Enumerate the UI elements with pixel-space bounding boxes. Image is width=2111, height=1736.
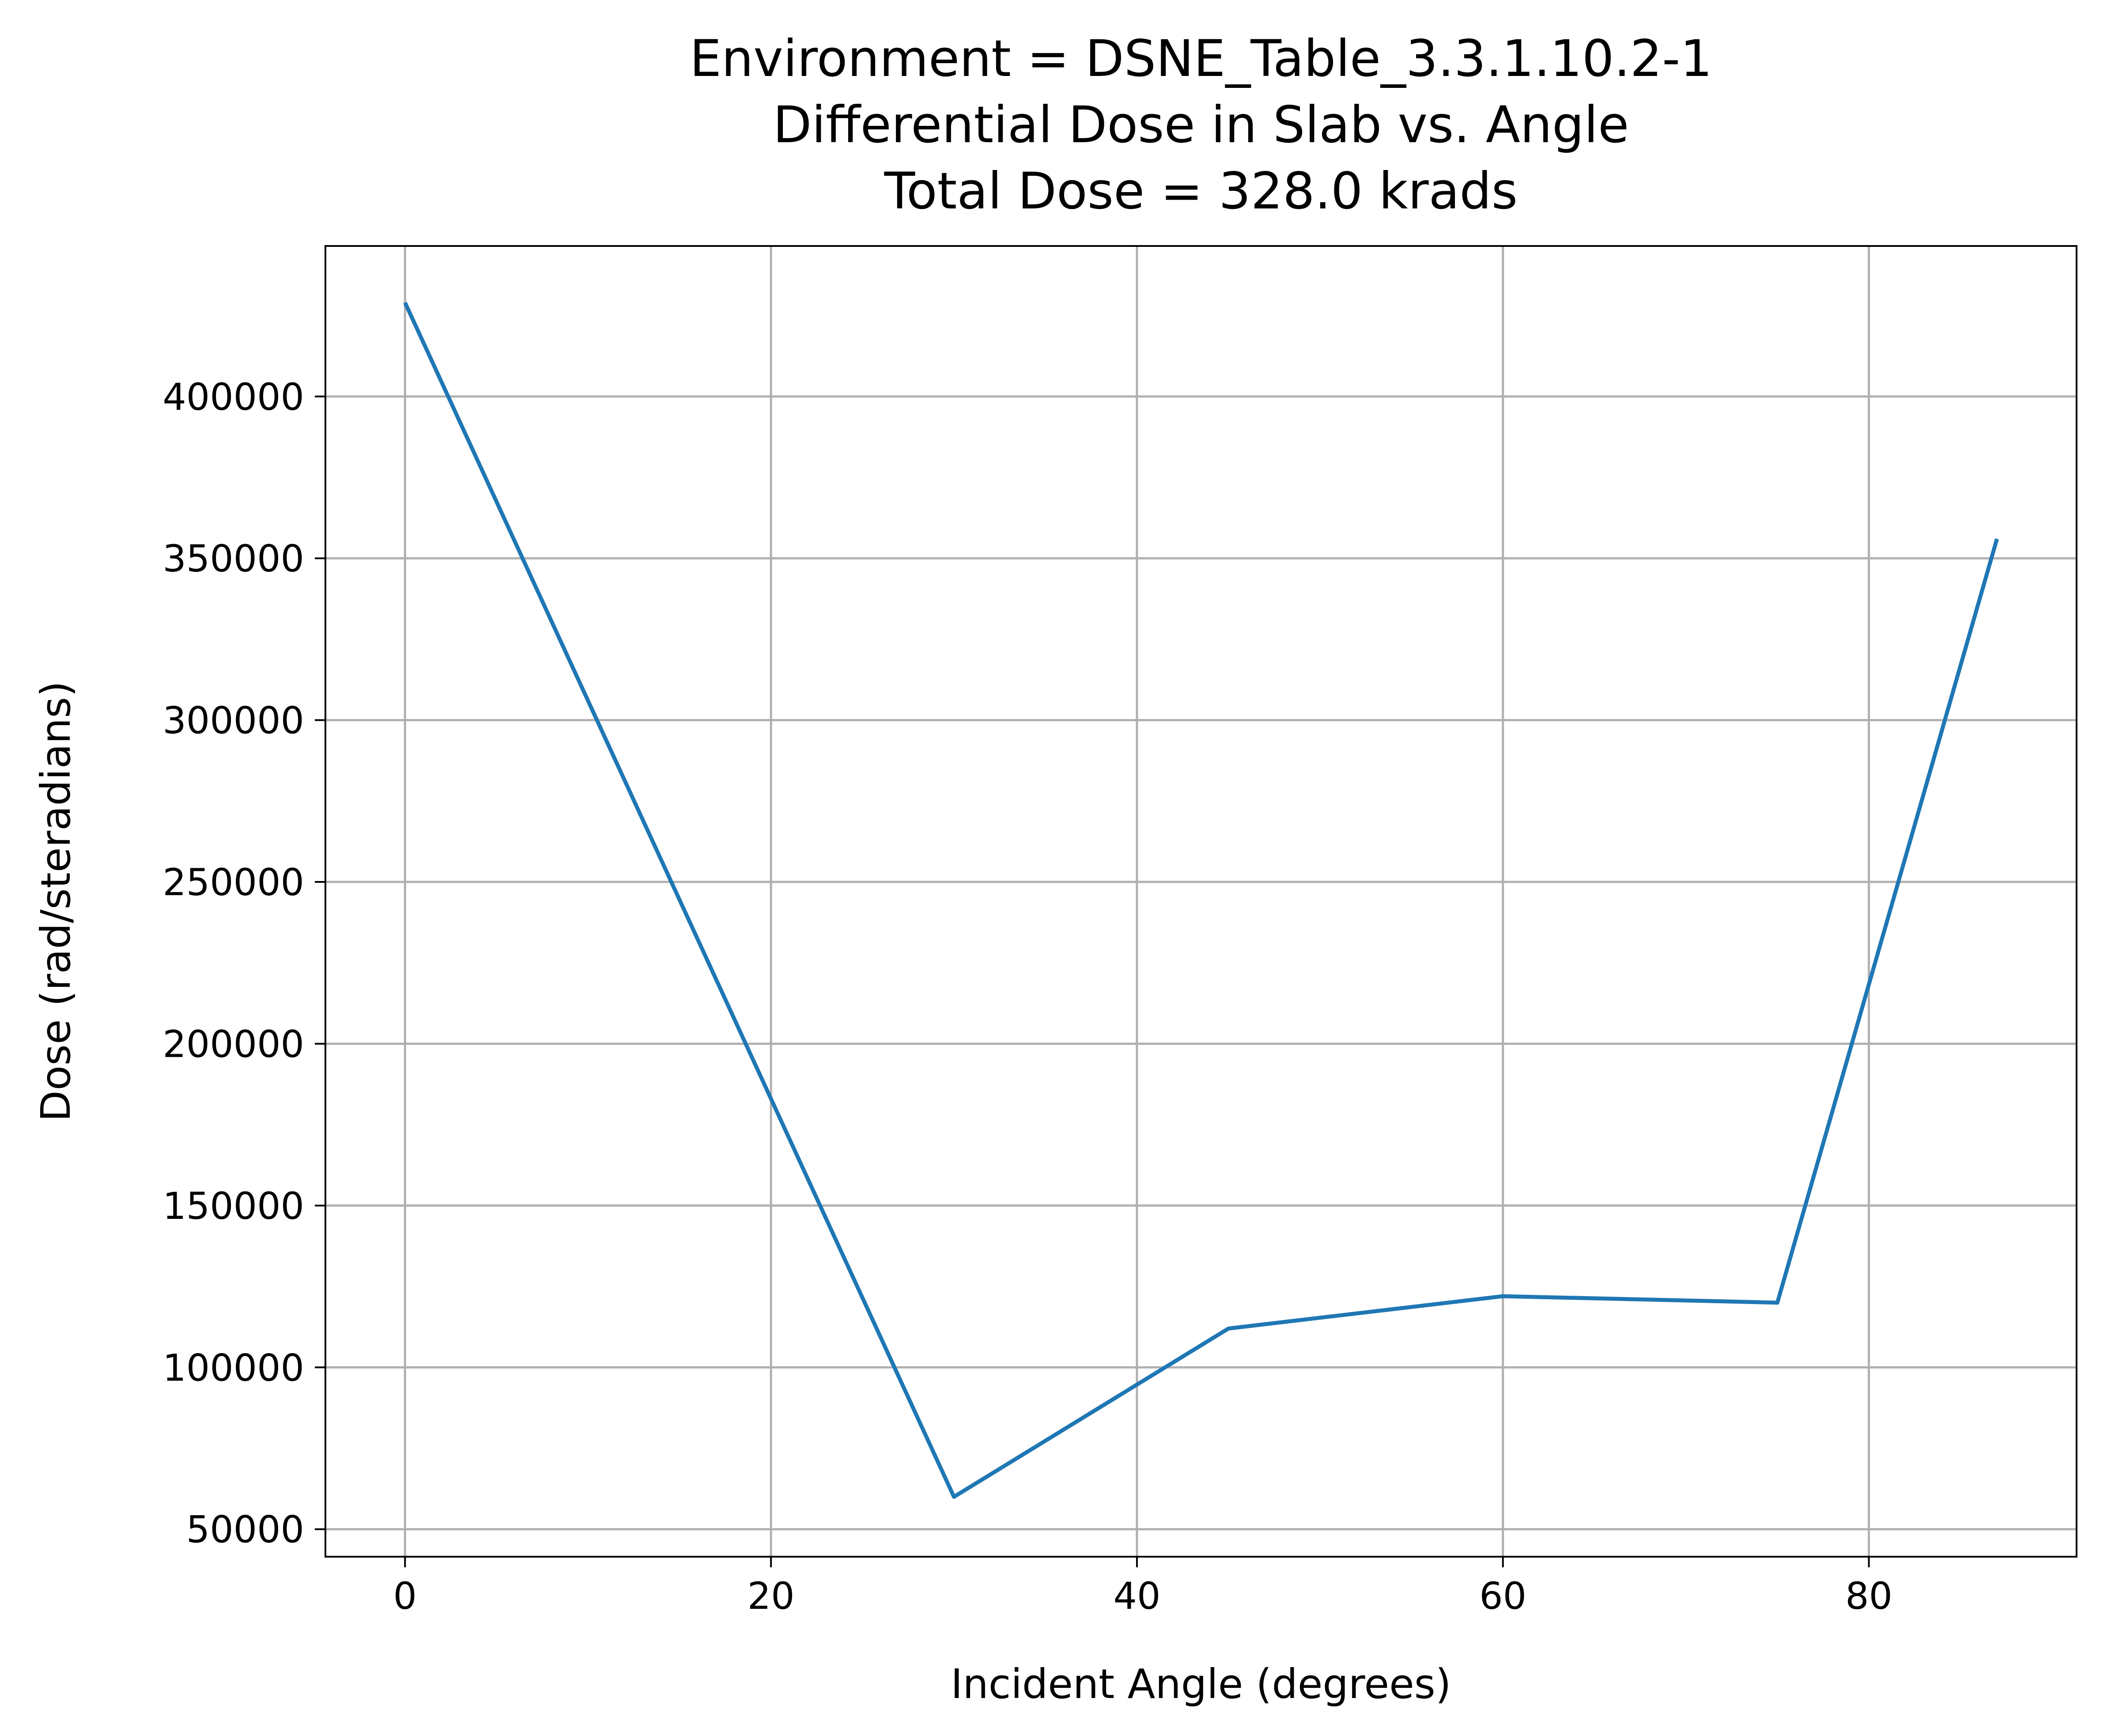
y-axis-label: Dose (rad/steradians): [32, 681, 79, 1122]
y-tick-label: 400000: [162, 375, 304, 419]
x-tick-label: 0: [393, 1574, 417, 1618]
title-line-1: Environment = DSNE_Table_3.3.1.10.2-1: [690, 29, 1712, 88]
title-line-3: Total Dose = 328.0 krads: [884, 162, 1518, 220]
x-tick-label: 80: [1845, 1574, 1892, 1618]
x-axis-label: Incident Angle (degrees): [951, 1660, 1451, 1708]
y-tick-label: 250000: [162, 861, 304, 904]
y-tick-label: 350000: [162, 537, 304, 580]
y-tick-label: 150000: [162, 1184, 304, 1228]
x-tick-label: 40: [1114, 1574, 1161, 1618]
y-tick-label: 300000: [162, 699, 304, 742]
y-tick-label: 200000: [162, 1022, 304, 1066]
x-tick-label: 20: [748, 1574, 795, 1618]
y-tick-label: 100000: [162, 1346, 304, 1389]
y-tick-label: 50000: [186, 1508, 304, 1551]
title-line-2: Differential Dose in Slab vs. Angle: [773, 95, 1629, 154]
x-tick-label: 60: [1479, 1574, 1526, 1618]
